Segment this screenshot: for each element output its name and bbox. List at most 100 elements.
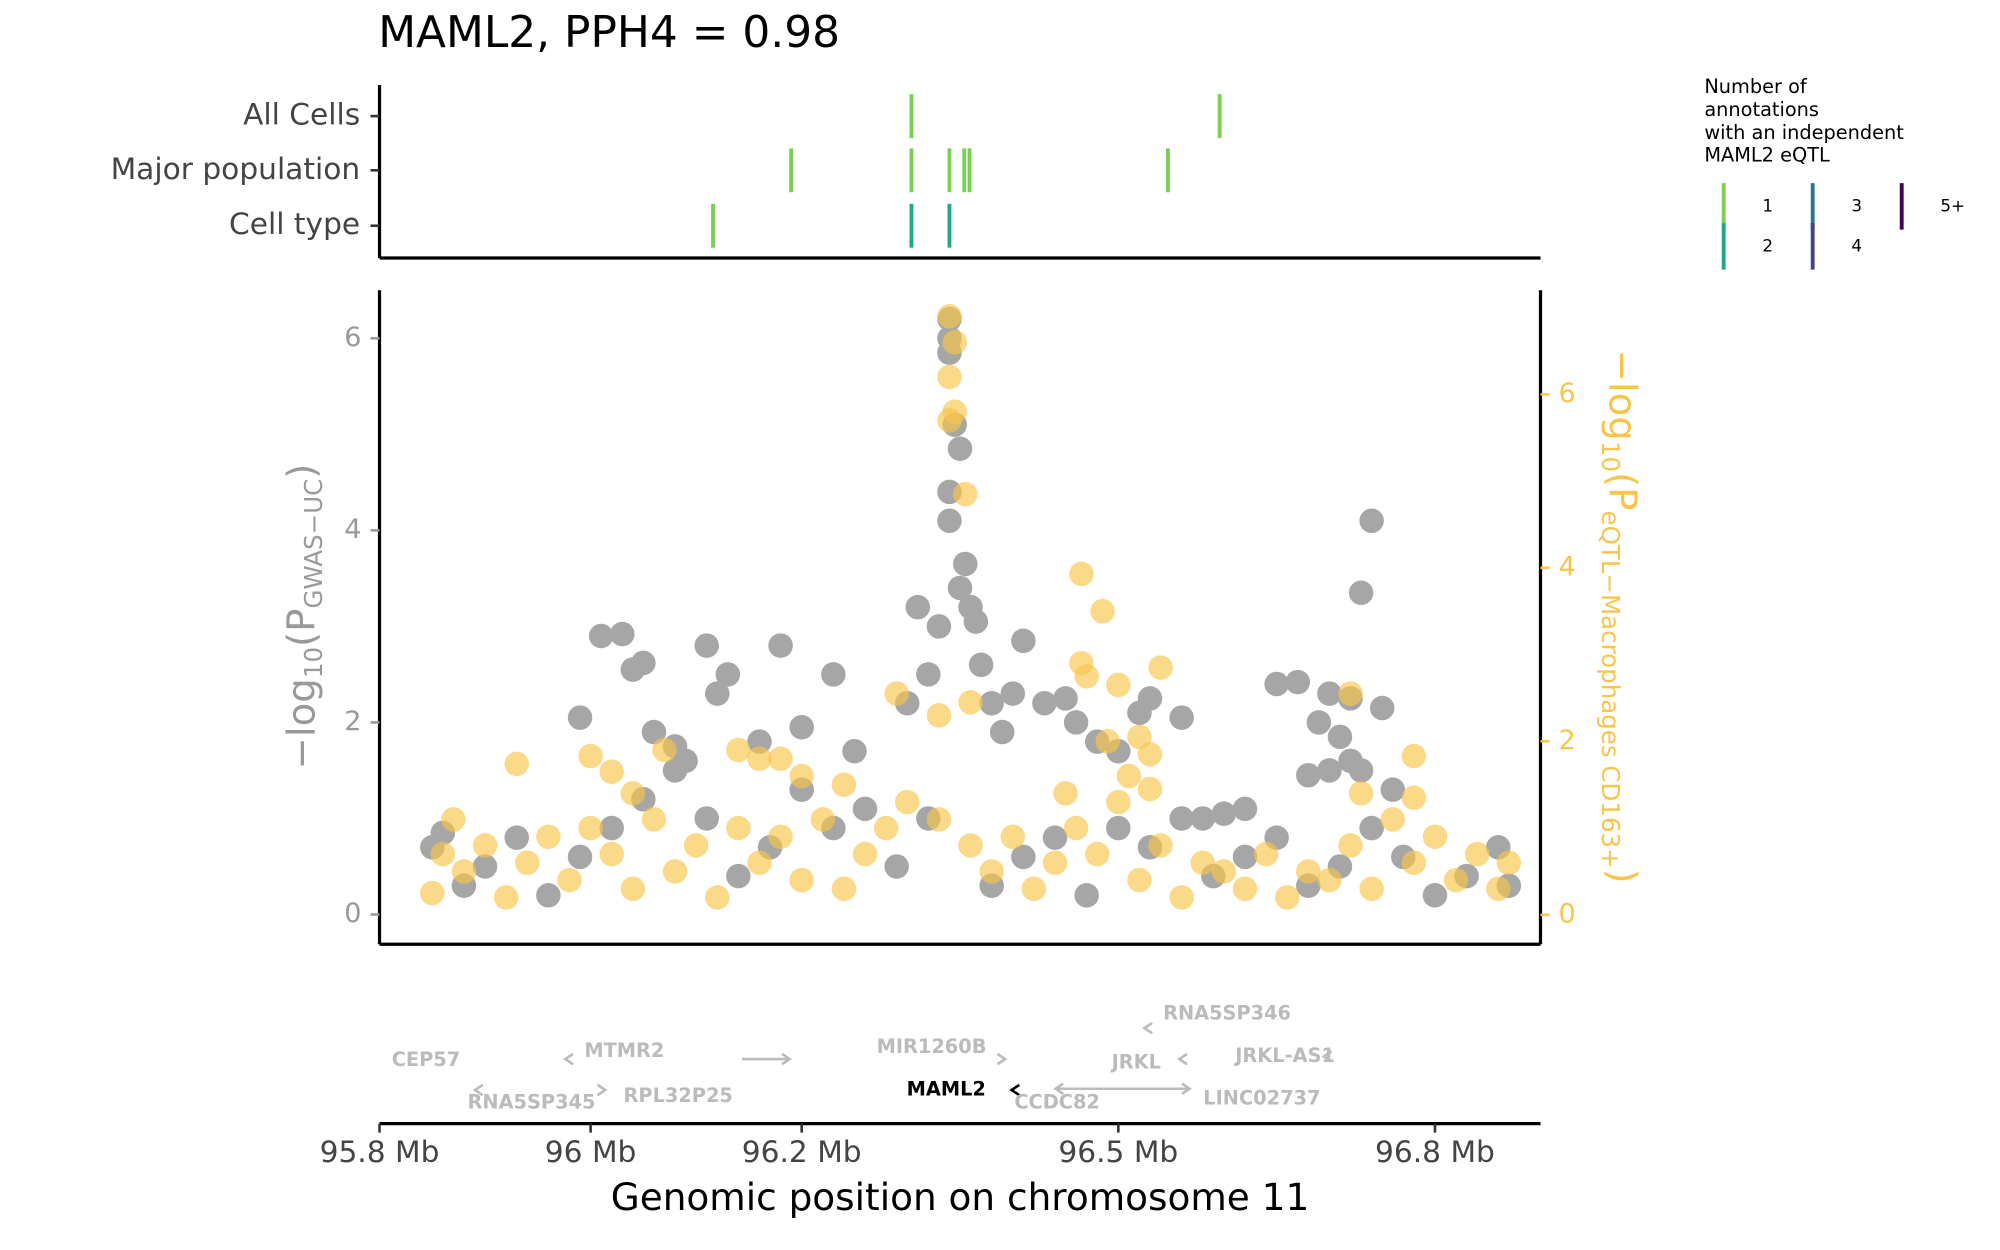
point: [953, 481, 978, 507]
point: [747, 729, 772, 754]
point: [1443, 867, 1469, 893]
legend-title: with an independent: [1704, 121, 1904, 144]
point: [1486, 876, 1511, 902]
legend-label: 3: [1851, 195, 1862, 215]
point: [472, 833, 498, 858]
y2-tick-label: 0: [1559, 898, 1576, 929]
x-tick-label: 96.5 Mb: [1058, 1134, 1178, 1169]
point: [1359, 876, 1384, 902]
point: [1169, 806, 1194, 831]
point: [726, 863, 751, 889]
point: [937, 304, 962, 329]
point: [894, 789, 920, 815]
point: [420, 880, 445, 906]
point: [768, 746, 793, 771]
legend-label: 4: [1851, 235, 1862, 255]
point: [884, 854, 909, 879]
point: [726, 815, 751, 841]
point: [916, 662, 941, 687]
y-axis-title-part: GWAS−UC: [299, 479, 328, 609]
y2-axis-title: −log10(PeQTL−Macrophages CD163+): [1596, 349, 1645, 883]
arrow: [1053, 1082, 1064, 1095]
point: [1327, 724, 1353, 750]
point: [705, 681, 730, 706]
row-label: Major population: [111, 151, 361, 186]
point: [1190, 850, 1216, 875]
y-axis-title-part: 10: [299, 647, 328, 678]
point: [1401, 785, 1427, 810]
point: [1401, 850, 1427, 875]
point: [1359, 815, 1384, 841]
y2-tick-label: 4: [1559, 551, 1576, 582]
point: [557, 867, 582, 893]
point: [831, 876, 857, 902]
point: [747, 746, 772, 771]
point: [673, 748, 698, 774]
point: [1032, 690, 1057, 716]
point: [1296, 762, 1321, 788]
point: [747, 850, 772, 875]
point: [1211, 859, 1237, 884]
arrow: [781, 1052, 793, 1066]
point: [1190, 806, 1216, 831]
y2-axis-title-part: −log: [1600, 349, 1645, 440]
point: [1274, 885, 1300, 910]
point: [694, 806, 719, 831]
point: [1137, 686, 1163, 711]
y-axis-title: −log10(PGWAS−UC): [279, 464, 328, 770]
point: [1106, 789, 1131, 815]
point: [768, 633, 793, 658]
point: [1348, 781, 1374, 806]
gene-label: RPL32P25: [624, 1084, 733, 1107]
point: [1232, 796, 1258, 822]
point: [789, 867, 814, 893]
point: [947, 436, 973, 461]
legend-title: Number of: [1704, 75, 1808, 98]
point: [620, 781, 646, 806]
point: [979, 690, 1004, 716]
point: [958, 833, 983, 858]
point: [451, 859, 477, 884]
y2-axis-title-part: eQTL−Macrophages CD163+: [1596, 510, 1625, 868]
point: [662, 859, 688, 884]
point: [641, 719, 667, 745]
point: [1063, 710, 1089, 735]
y2-tick-label: 2: [1559, 725, 1576, 756]
point: [1306, 710, 1332, 735]
point: [1106, 815, 1131, 841]
point: [1074, 663, 1099, 689]
y-axis-title-part: ): [279, 464, 324, 479]
legend-title: annotations: [1704, 98, 1819, 121]
point: [947, 575, 973, 601]
point: [1253, 841, 1279, 867]
x-tick-label: 96 Mb: [545, 1134, 637, 1169]
point: [1464, 841, 1490, 867]
point: [1211, 801, 1237, 826]
point: [726, 737, 751, 763]
point: [694, 633, 719, 658]
point: [1000, 824, 1026, 849]
row-label: Cell type: [229, 206, 360, 241]
point: [1380, 777, 1405, 802]
point: [567, 705, 593, 730]
gene-label: JRKL-AS1: [1233, 1044, 1335, 1067]
legend-label: 1: [1762, 195, 1773, 215]
point: [515, 850, 540, 875]
point: [1137, 742, 1163, 767]
y-tick-label: 6: [344, 322, 361, 353]
gene-label: MAML2: [907, 1078, 986, 1101]
point: [578, 743, 603, 769]
point: [1011, 844, 1036, 870]
point: [599, 815, 624, 841]
point: [536, 883, 561, 908]
x-tick-label: 96.8 Mb: [1375, 1134, 1495, 1169]
point: [705, 885, 730, 910]
point: [599, 759, 624, 784]
point: [1169, 705, 1194, 730]
point: [842, 738, 867, 764]
point: [652, 737, 677, 763]
point: [1137, 776, 1163, 802]
point: [1053, 781, 1078, 806]
